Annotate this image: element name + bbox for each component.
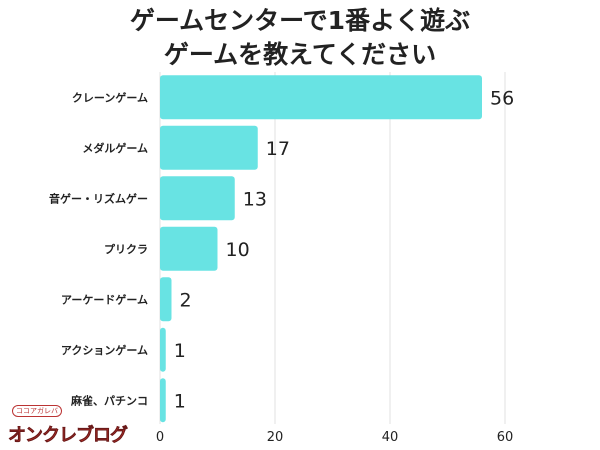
x-tick-label: 60 [497,430,514,445]
x-tick-label: 20 [267,430,284,445]
bar [160,176,235,221]
data-label: 2 [180,289,192,311]
bar [160,75,482,120]
x-tick-label: 40 [382,430,399,445]
data-label: 10 [226,239,250,261]
category-label: メダルゲーム [82,141,148,155]
chart-title: ゲームセンターで1番よく遊ぶ ゲームを教えてください [0,4,600,72]
chart-title-line-2: ゲームを教えてください [163,40,437,69]
chart-title-line-1: ゲームセンターで1番よく遊ぶ [129,6,471,35]
bar [160,125,258,170]
category-label: プリクラ [104,242,148,256]
bar [160,226,218,271]
x-tick-label: 0 [156,430,164,445]
bar [160,327,166,372]
data-label: 56 [490,87,514,109]
bar [160,378,166,423]
data-label: 17 [266,138,290,160]
data-label: 1 [174,390,186,412]
data-label: 1 [174,340,186,362]
data-label: 13 [243,188,267,210]
logo-text: オンクレブログ [8,425,129,447]
category-label: アクションゲーム [61,343,148,357]
logo-tagline: ココアガレバ [12,405,62,417]
category-label: 音ゲー・リズムゲー [49,191,148,205]
category-label: クレーンゲーム [72,90,148,104]
site-logo: ココアガレバ オンクレブログ [8,405,158,447]
category-label: 麻雀、パチンコ [70,393,148,407]
bar [160,277,172,322]
category-label: アーケードゲーム [61,292,148,306]
